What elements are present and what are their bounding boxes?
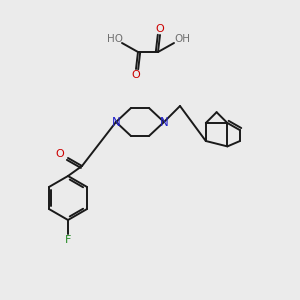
- Text: F: F: [65, 235, 71, 245]
- Text: N: N: [160, 116, 168, 128]
- Text: N: N: [112, 116, 120, 128]
- Text: OH: OH: [174, 34, 190, 44]
- Text: O: O: [156, 24, 164, 34]
- Text: O: O: [132, 70, 140, 80]
- Text: HO: HO: [107, 34, 123, 44]
- Text: O: O: [56, 149, 64, 159]
